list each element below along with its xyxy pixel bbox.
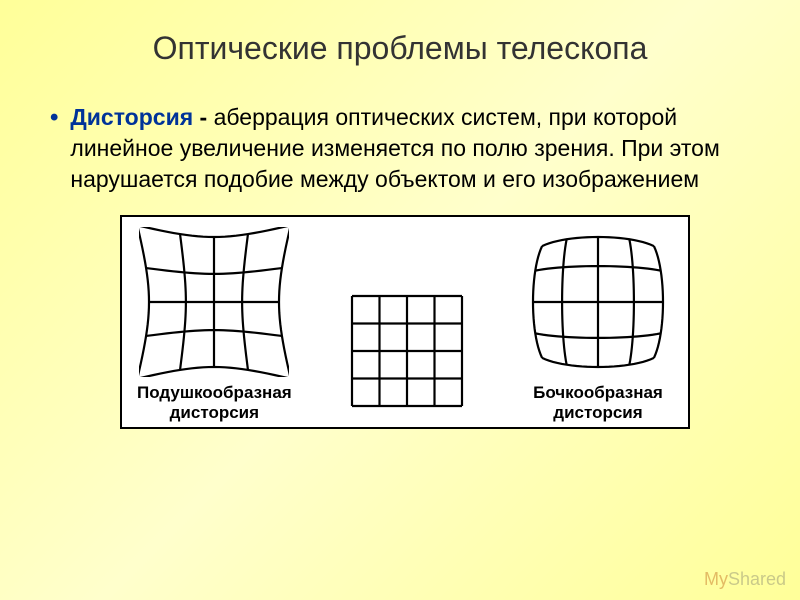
panel-label-barrel: Бочкообразная дисторсия [533, 383, 663, 422]
panel-label-pincushion: Подушкообразная дисторсия [137, 383, 292, 422]
barrel-grid-icon [523, 227, 673, 377]
panel-barrel: Бочкообразная дисторсия [523, 227, 673, 422]
page-title: Оптические проблемы телескопа [50, 30, 750, 67]
square-grid-icon [342, 286, 472, 416]
term: Дисторсия [70, 104, 193, 130]
panel-square [342, 286, 472, 422]
dash: - [193, 104, 213, 130]
bullet-marker: • [50, 102, 58, 133]
diagram-container: Подушкообразная дисторсия Бочкообразная … [120, 215, 690, 429]
watermark: MyShared [704, 569, 786, 590]
bullet-item: • Дисторсия - аберрация оптических систе… [50, 102, 750, 195]
bullet-content: Дисторсия - аберрация оптических систем,… [70, 102, 750, 195]
pincushion-grid-icon [139, 227, 289, 377]
panel-pincushion: Подушкообразная дисторсия [137, 227, 292, 422]
